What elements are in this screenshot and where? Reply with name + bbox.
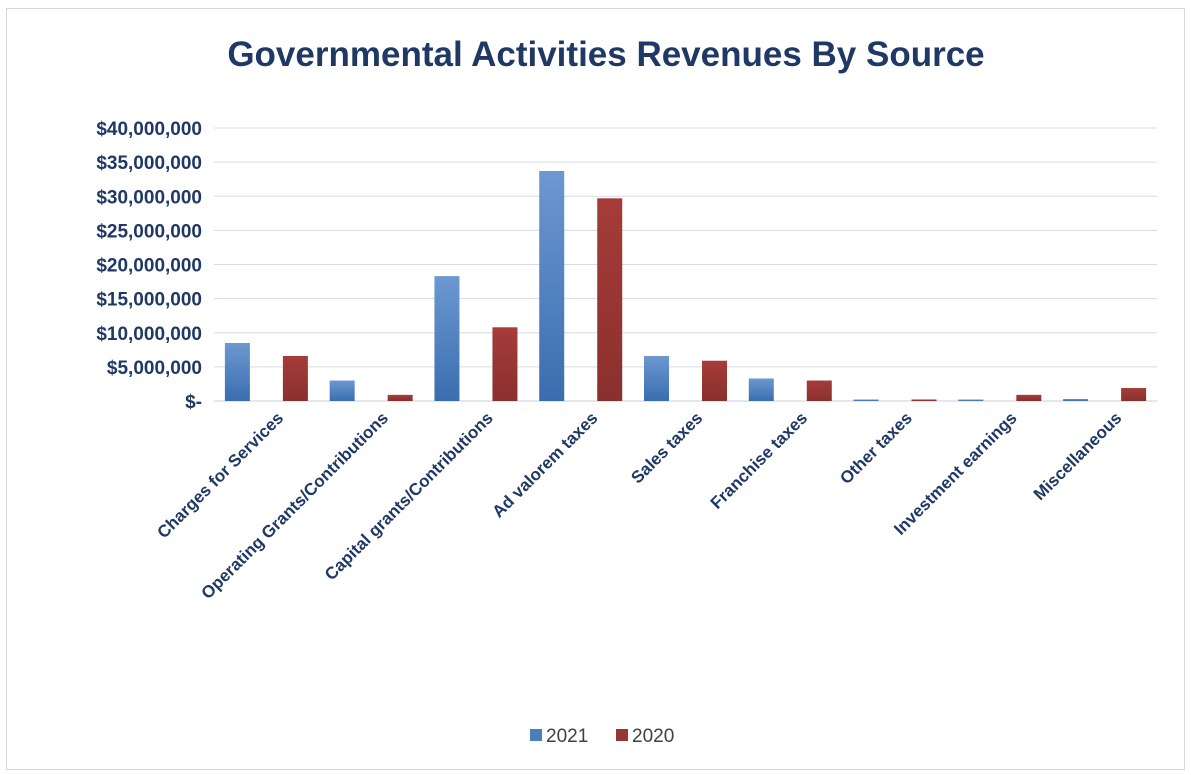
chart-title: Governmental Activities Revenues By Sour… [227,35,984,74]
y-tick-label: $5,000,000 [107,358,202,379]
y-tick-label: $30,000,000 [96,187,202,208]
bar-2020-4 [702,360,727,401]
y-axis-ticks: $- $5,000,000 $10,000,000 $15,000,000 $20,00… [96,119,202,413]
bar-2020-5 [806,380,832,401]
bar-2021-7 [958,399,984,401]
y-tick-label: $40,000,000 [96,119,202,140]
bar-2021-1 [329,380,355,401]
bar-2021-5 [748,378,774,401]
bar-2020-2 [492,327,518,401]
y-tick-label: $10,000,000 [96,324,202,345]
x-tick-label: Operating Grants/Contributions [198,408,392,602]
bar-2020-1 [387,394,413,401]
bar-2020-6 [911,399,937,401]
legend-swatch-2020 [616,729,628,741]
x-tick-label: Investment earnings [890,408,1020,538]
bar-2021-4 [644,355,669,401]
y-tick-label: $25,000,000 [96,221,202,242]
x-tick-label: Sales taxes [627,408,706,487]
bar-2021-0 [224,342,250,401]
x-tick-label: Miscellaneous [1030,408,1126,504]
legend: 2021 2020 [530,726,674,747]
bar-2021-2 [434,276,460,401]
bar-2021-8 [1063,398,1089,401]
y-tick-label: $35,000,000 [96,153,202,174]
y-tick-label: $15,000,000 [96,290,202,311]
bar-2020-3 [597,198,623,401]
legend-label-2021: 2021 [546,726,588,747]
bar-2021-3 [539,170,565,401]
y-tick-label: $20,000,000 [96,256,202,277]
bars-layer [224,170,1147,401]
bar-2020-8 [1121,388,1147,401]
bar-2020-7 [1016,394,1042,401]
grid-layer [214,127,1157,402]
x-tick-label: Other taxes [836,408,916,488]
legend-swatch-2021 [530,729,542,741]
legend-label-2020: 2020 [632,726,674,747]
x-tick-label: Franchise taxes [707,408,811,512]
bar-chart: Governmental Activities Revenues By Sour… [96,35,1157,747]
bar-2021-6 [853,399,879,401]
y-tick-label: $- [185,392,202,413]
x-tick-label: Ad valorem taxes [489,408,602,521]
chart-frame: Governmental Activities Revenues By Sour… [6,8,1185,770]
x-tick-label: Capital grants/Contributions [321,408,497,584]
bar-2020-0 [282,355,308,401]
